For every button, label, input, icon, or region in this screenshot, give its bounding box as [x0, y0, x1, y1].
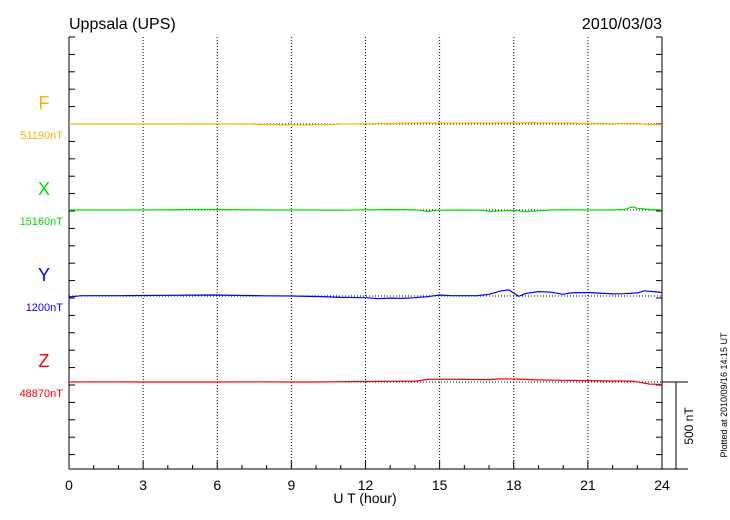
trace-z	[68, 378, 663, 385]
baseline-value-x: 15160nT	[20, 216, 64, 228]
x-axis-label: U T (hour)	[333, 490, 396, 506]
component-label-z: Z	[39, 351, 50, 371]
trace-x	[69, 206, 663, 213]
chart-title: Uppsala (UPS)	[69, 16, 176, 33]
x-tick-label: 0	[65, 477, 73, 493]
traces	[68, 121, 663, 385]
trace-labels: F 51190nT X 15160nT Y 1200nT Z 48870nT	[20, 93, 64, 400]
axes: 0 3 6 9 12 15 18 21 24	[65, 36, 670, 493]
component-label-y: Y	[38, 265, 50, 285]
plotted-at-footer: Plotted at 2010/09/16 14:15 UT	[719, 332, 729, 458]
baseline-value-z: 48870nT	[20, 388, 64, 400]
chart-date: 2010/03/03	[582, 16, 662, 33]
x-tick-label: 3	[139, 477, 147, 493]
x-tick-label: 12	[358, 477, 374, 493]
scale-bar: 500 nT	[662, 381, 696, 470]
baseline-value-y: 1200nT	[26, 302, 64, 314]
x-tick-label: 6	[213, 477, 221, 493]
grid	[69, 37, 662, 469]
x-tick-label: 18	[506, 477, 522, 493]
scale-bar-label: 500 nT	[682, 407, 696, 445]
component-label-x: X	[38, 179, 50, 199]
baseline-value-f: 51190nT	[20, 130, 63, 142]
x-tick-label: 15	[432, 477, 448, 493]
x-tick-label: 9	[287, 477, 295, 493]
component-label-f: F	[39, 93, 50, 113]
x-tick-label: 21	[580, 477, 596, 493]
x-tick-label: 24	[654, 477, 670, 493]
trace-y	[68, 289, 663, 300]
trace-f	[69, 121, 663, 126]
